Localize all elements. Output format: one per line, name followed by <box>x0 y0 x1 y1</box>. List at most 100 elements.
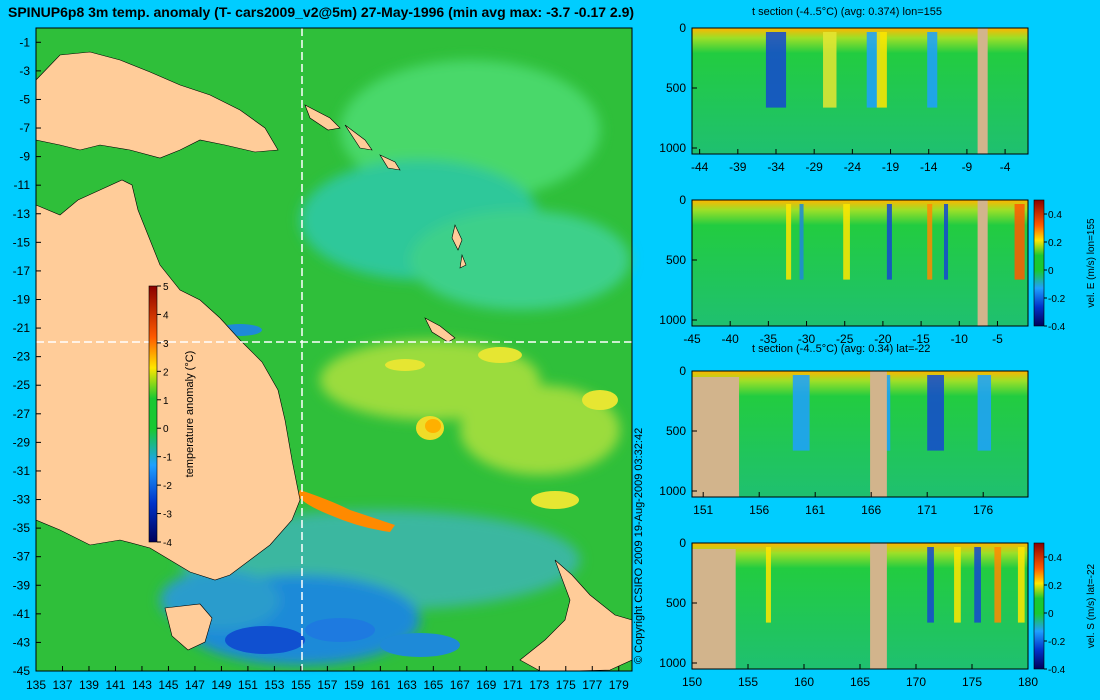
solomon-islands-land <box>304 104 341 131</box>
section-land <box>977 200 988 326</box>
map-x-tick-label: 141 <box>105 678 125 692</box>
section-land <box>692 377 740 497</box>
map-y-tick-label: -27 <box>13 407 31 421</box>
section-land <box>692 549 736 669</box>
map-x-tick-label: 159 <box>344 678 364 692</box>
section-x-tick-label: 160 <box>794 675 814 689</box>
map-y-tick-label: -29 <box>13 435 31 449</box>
colorbar-tick-label: -0.4 <box>1048 322 1066 333</box>
colorbar-tick-label: 0.2 <box>1048 581 1062 592</box>
colorbar-label: vel. E (m/s) lon=155 <box>1086 218 1097 308</box>
section-land <box>977 28 988 154</box>
australia-land <box>35 179 301 581</box>
section-panel-1: -44 -39 -34 -29 -24 -19 -14 -9 -4 0 500 1000 <box>659 21 1029 174</box>
map-y-tick-label: -25 <box>13 378 31 392</box>
colorbar-tick-label: -1 <box>163 453 172 464</box>
section-feature <box>786 204 792 280</box>
section-x-tick-label: -25 <box>836 332 854 346</box>
new-guinea-land <box>35 51 279 159</box>
section-feature <box>823 32 837 108</box>
map-x-tick-label: 153 <box>264 678 284 692</box>
section-x-tick-label: -45 <box>683 332 701 346</box>
section-x-tick-label: 156 <box>749 503 769 517</box>
map-y-tick-label: -23 <box>13 350 31 364</box>
section-x-tick-label: -19 <box>882 160 900 174</box>
figure-title: SPINUP6p8 3m temp. anomaly (T- cars2009_… <box>8 4 635 20</box>
map-y-tick-label: -45 <box>13 664 31 678</box>
colorbar-tick-label: -3 <box>163 510 172 521</box>
section-feature <box>765 32 787 108</box>
colorbar-tick-label: 0 <box>1048 609 1054 620</box>
section-feature <box>927 32 938 108</box>
section-x-tick-label: -20 <box>874 332 892 346</box>
map-x-tick-label: 155 <box>291 678 311 692</box>
section-y-tick-label: 1000 <box>659 141 686 155</box>
section-x-tick-label: 155 <box>738 675 758 689</box>
section-feature <box>954 547 961 623</box>
map-x-tick-label: 149 <box>211 678 231 692</box>
map-x-tick-label: 175 <box>556 678 576 692</box>
section-y-tick-label: 1000 <box>659 656 686 670</box>
section-x-tick-label: -44 <box>691 160 709 174</box>
map-x-tick-label: 163 <box>397 678 417 692</box>
map-x-tick-label: 135 <box>26 678 46 692</box>
panel-1-title: t section (-4..5°C) (avg: 0.374) lon=155 <box>752 6 942 18</box>
colorbar-tick-label: 0.4 <box>1048 210 1062 221</box>
section-x-tick-label: 151 <box>693 503 713 517</box>
section-x-tick-label: -15 <box>912 332 930 346</box>
section-x-tick-label: -24 <box>844 160 862 174</box>
section-panel-4: 150 155 160 165 170 175 180 0 500 1000 0.4 0.2 0 -0.2… <box>659 536 1097 689</box>
map-x-tick-label: 179 <box>609 678 629 692</box>
new-caledonia-land <box>424 317 456 343</box>
section-feature <box>944 204 949 280</box>
map-x-tick-label: 177 <box>582 678 602 692</box>
section-feature <box>765 547 771 623</box>
colorbar-tick-label: -0.2 <box>1048 637 1066 648</box>
tasmania-land <box>164 603 213 651</box>
velocity-colorbar <box>1033 199 1045 327</box>
colorbar-tick-label: 0 <box>163 424 169 435</box>
section-feature <box>974 547 981 623</box>
section-feature <box>994 547 1002 623</box>
section-x-tick-label: -5 <box>992 332 1003 346</box>
section-feature <box>1017 547 1025 623</box>
section-feature <box>977 375 992 451</box>
colorbar-tick-label: -2 <box>163 481 172 492</box>
section-x-tick-label: 175 <box>962 675 982 689</box>
warm-eddies <box>298 347 618 532</box>
colorbar-tick-label: 0 <box>1048 266 1054 277</box>
map-x-tick-label: 147 <box>185 678 205 692</box>
section-y-tick-label: 0 <box>679 21 686 35</box>
map-y-tick-label: -5 <box>19 92 30 106</box>
section-x-tick-label: -40 <box>722 332 740 346</box>
map-y-tick-label: -41 <box>13 607 31 621</box>
map-y-tick-label: -37 <box>13 550 31 564</box>
section-x-tick-label: 166 <box>861 503 881 517</box>
section-feature <box>876 32 887 108</box>
colorbar-ticks: 5 4 3 2 1 0 -1 -2 -3 -4 <box>157 282 172 549</box>
section-x-tick-label: 161 <box>805 503 825 517</box>
section-x-tick-label: 150 <box>682 675 702 689</box>
section-panel-2: -45 -40 -35 -30 -25 -20 -15 -10 -5 0 500 1000 0.4 0.2… <box>659 193 1097 346</box>
map-x-tick-label: 169 <box>476 678 496 692</box>
section-panel-3: 151 156 161 166 171 176 0 500 1000 <box>659 364 1029 517</box>
colorbar-tick-label: 2 <box>163 367 169 378</box>
map-y-tick-label: -39 <box>13 578 31 592</box>
map-x-tick-label: 173 <box>529 678 549 692</box>
map-y-tick-label: -35 <box>13 521 31 535</box>
map-panel: 135 137 139 141 143 145 147 149 151 153 155 157 159 1… <box>13 27 633 692</box>
colorbar-label: temperature anomaly (°C) <box>184 351 196 478</box>
temperature-colorbar <box>148 285 158 543</box>
section-x-tick-label: -14 <box>920 160 938 174</box>
colorbar-tick-label: -4 <box>163 538 172 549</box>
map-y-tick-label: -7 <box>19 121 30 135</box>
section-y-tick-label: 500 <box>666 253 686 267</box>
section-x-tick-label: -10 <box>951 332 969 346</box>
section-x-tick-label: -4 <box>1000 160 1011 174</box>
section-x-tick-label: -39 <box>729 160 747 174</box>
map-x-tick-label: 157 <box>317 678 337 692</box>
section-x-tick-label: -29 <box>806 160 824 174</box>
colorbar-tick-label: 1 <box>163 396 169 407</box>
section-x-tick-label: 171 <box>917 503 937 517</box>
